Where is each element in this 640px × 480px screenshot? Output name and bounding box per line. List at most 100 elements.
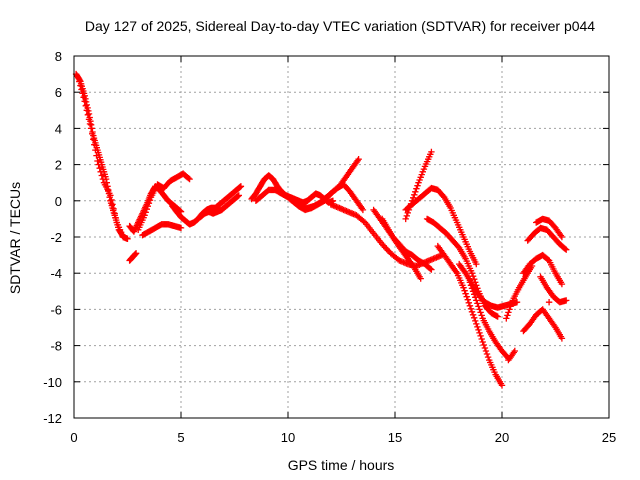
y-tick-label: -12 xyxy=(43,411,62,426)
data-point xyxy=(94,157,101,165)
x-tick-label: 25 xyxy=(602,430,616,445)
data-point xyxy=(90,136,97,143)
data-point xyxy=(427,265,434,272)
data-point xyxy=(475,303,482,310)
data-point xyxy=(186,175,193,183)
data-point xyxy=(478,335,485,343)
data-point xyxy=(474,323,481,331)
data-point xyxy=(481,344,489,352)
data-point xyxy=(503,315,510,322)
data-point xyxy=(473,297,480,304)
grid xyxy=(74,56,609,418)
series-late-c xyxy=(533,215,566,241)
data-point xyxy=(506,306,513,313)
data-point xyxy=(417,275,424,282)
series-late-f xyxy=(545,299,553,306)
data-point xyxy=(505,309,512,316)
series-steep-descent xyxy=(75,74,127,241)
series-recover-b xyxy=(505,347,518,364)
data-point xyxy=(480,341,487,349)
data-point xyxy=(466,302,474,309)
series-late-a xyxy=(520,251,566,288)
data-point xyxy=(558,233,566,241)
data-point xyxy=(185,175,192,182)
x-tick-label: 5 xyxy=(177,430,184,445)
data-point xyxy=(111,210,118,217)
series-midday-a xyxy=(248,172,337,206)
data-point xyxy=(508,300,515,307)
data-point xyxy=(513,299,521,306)
y-axis-label: SDTVAR / TECUs xyxy=(7,182,23,294)
data-point xyxy=(237,183,245,190)
data-point xyxy=(132,250,140,257)
data-point xyxy=(428,148,435,156)
y-tick-label: 2 xyxy=(55,158,62,173)
data-point xyxy=(545,299,553,306)
data-point xyxy=(144,203,151,210)
data-point xyxy=(77,82,84,89)
data-point xyxy=(471,314,478,321)
data-point xyxy=(473,320,480,328)
data-point xyxy=(498,382,506,389)
data-point xyxy=(92,146,99,154)
y-tick-label: 6 xyxy=(55,85,62,100)
series-rise-mid xyxy=(402,184,480,268)
data-point xyxy=(468,285,476,292)
data-point xyxy=(96,165,103,172)
data-point xyxy=(474,300,481,307)
x-axis-label: GPS time / hours xyxy=(288,457,395,473)
data-point xyxy=(469,288,477,295)
data-point xyxy=(235,192,242,199)
data-point xyxy=(414,182,421,189)
data-point xyxy=(504,312,511,319)
series-decline-a xyxy=(327,201,446,270)
y-tick-label: -8 xyxy=(50,339,62,354)
data-point xyxy=(124,235,131,242)
data-point xyxy=(83,101,90,109)
data-point xyxy=(87,125,95,132)
data-point xyxy=(80,94,87,101)
data-point xyxy=(412,188,419,195)
series-late-e xyxy=(520,306,566,342)
data-point xyxy=(97,168,104,175)
data-point xyxy=(84,111,92,118)
data-point xyxy=(558,335,566,342)
data-point xyxy=(83,107,90,114)
data-point xyxy=(476,329,483,337)
axis-ticks: 0 5 10 15 20 25 -12 -10 -8 -6 -4 -2 0 2 4 6 8 xyxy=(43,49,616,445)
series-midday-c xyxy=(276,181,367,214)
data-point xyxy=(403,212,410,220)
data-point xyxy=(418,171,425,178)
data-point xyxy=(329,197,337,204)
data-point xyxy=(483,350,491,358)
data-point xyxy=(411,191,418,198)
y-tick-label: -6 xyxy=(50,302,62,317)
y-tick-label: -2 xyxy=(50,230,62,245)
data-point xyxy=(479,338,486,346)
data-point xyxy=(81,98,88,105)
data-point xyxy=(413,185,420,192)
series-late-d xyxy=(537,273,570,306)
x-tick-label: 0 xyxy=(70,430,77,445)
data-point xyxy=(469,311,477,318)
data-point xyxy=(461,287,468,294)
data-point xyxy=(99,175,107,183)
data-point xyxy=(558,280,566,288)
data-point xyxy=(477,309,484,316)
y-tick-label: -4 xyxy=(50,266,62,281)
y-tick-label: 4 xyxy=(55,121,62,136)
data-point xyxy=(79,90,86,97)
data-point xyxy=(477,332,484,340)
y-tick-label: 8 xyxy=(55,49,62,64)
data-point xyxy=(98,172,105,179)
series-late-b xyxy=(524,224,570,253)
data-point xyxy=(463,293,470,300)
data-point xyxy=(76,78,83,85)
data-point xyxy=(339,206,346,213)
data-point xyxy=(82,102,89,109)
data-point xyxy=(95,161,102,168)
data-point xyxy=(472,317,479,325)
data-point xyxy=(561,245,569,252)
data-point xyxy=(471,291,478,298)
data-point xyxy=(468,308,476,315)
